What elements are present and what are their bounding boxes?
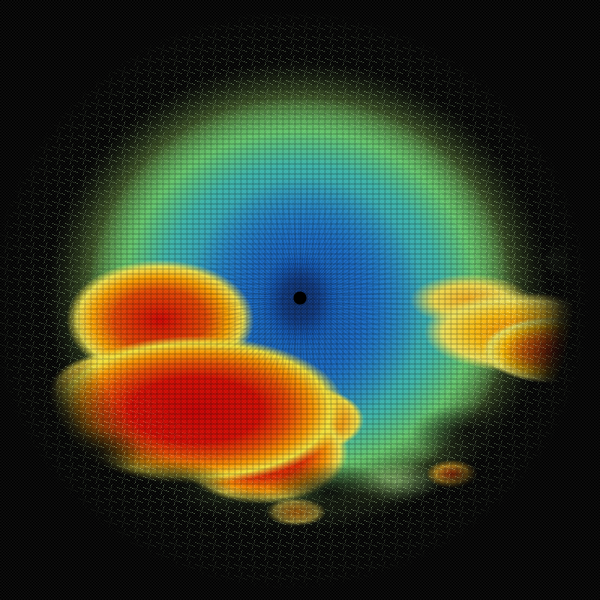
radar-site-marker-icon bbox=[293, 291, 307, 305]
